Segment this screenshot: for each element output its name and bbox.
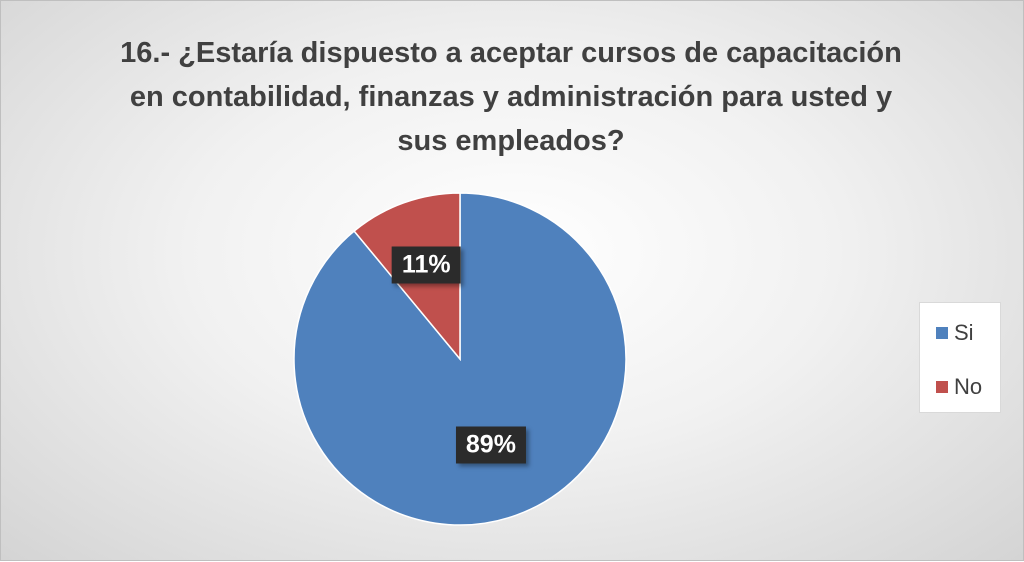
legend-label-no: No (954, 374, 983, 399)
data-label-si: 89% (455, 426, 526, 464)
chart-title-line-2: en contabilidad, finanzas y administraci… (129, 81, 893, 113)
chart-title-line-1: 16.- ¿Estaría dispuesto a aceptar cursos… (120, 37, 902, 69)
chart-title: 16.- ¿Estaría dispuesto a aceptar cursos… (61, 31, 961, 163)
legend: Si No (919, 302, 1001, 413)
legend-label-si: Si (954, 320, 974, 345)
legend-swatch-si (936, 327, 948, 339)
legend-swatch-no (936, 381, 948, 393)
data-label-no: 11% (391, 246, 461, 284)
legend-item-no: No (936, 374, 982, 400)
legend-item-si: Si (936, 320, 974, 346)
chart-title-line-3: sus empleados? (397, 125, 625, 157)
